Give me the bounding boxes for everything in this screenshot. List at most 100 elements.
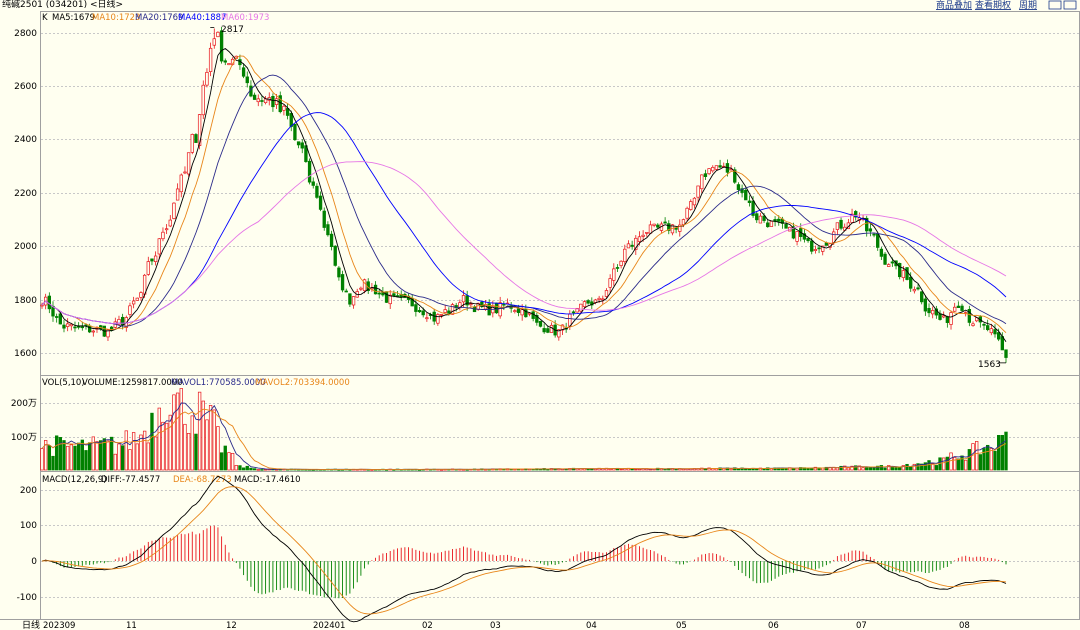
candle-body: [179, 174, 183, 193]
candle-body: [465, 295, 469, 306]
overlay-commodity-link[interactable]: 商品叠加: [936, 0, 972, 11]
panel-frames: [40, 11, 1080, 620]
candle-body: [219, 30, 224, 62]
volume-bar: [238, 465, 242, 471]
candle-body: [718, 165, 722, 168]
volume-bar: [194, 433, 198, 471]
candle-body: [923, 298, 928, 312]
candle-body: [351, 296, 356, 306]
candle-body: [920, 291, 924, 303]
volume-bar: [945, 456, 950, 471]
candle-body: [436, 314, 440, 324]
candle-body: [245, 76, 249, 84]
candle-body: [993, 329, 997, 335]
volume-bar: [234, 465, 238, 471]
volume-bar: [212, 409, 216, 471]
price-tick: 2000: [14, 242, 37, 252]
candle-body: [322, 210, 326, 228]
candle-body: [205, 71, 209, 86]
candle-body: [810, 240, 814, 252]
candle-body: [898, 263, 902, 278]
volume-bar: [62, 440, 66, 471]
candle-body: [289, 113, 293, 127]
candle-body: [58, 313, 62, 325]
volume-bar: [865, 467, 869, 471]
volume-bar: [736, 468, 741, 471]
high-price-label: 2817: [221, 25, 244, 35]
candle-body: [271, 95, 275, 108]
volume-bar: [637, 468, 642, 471]
candle-body: [520, 309, 524, 316]
candle-body: [208, 47, 213, 72]
volume-bar: [861, 467, 865, 471]
volume-bar: [249, 467, 253, 471]
candle-body: [876, 233, 880, 248]
candle-body: [91, 330, 95, 333]
candlesticks: [40, 26, 1008, 363]
diff-value: DIFF:-77.4577: [101, 475, 160, 485]
volume-bar: [967, 449, 972, 471]
candle-body: [568, 313, 572, 327]
candle-body: [439, 314, 444, 316]
dea-value: DEA:-68.7273: [173, 475, 232, 485]
volume-bar: [113, 453, 117, 471]
candle-body: [953, 306, 957, 312]
volume-bar: [799, 467, 803, 471]
ma-line-5: [41, 47, 1007, 343]
volume-bar: [993, 450, 997, 471]
candle-body: [758, 215, 763, 224]
macd-tick: -100: [17, 593, 38, 603]
candle-body: [795, 231, 799, 242]
price-panel-label: K: [42, 13, 48, 23]
candle-body: [216, 31, 220, 38]
candle-body: [135, 297, 139, 301]
view-options-link[interactable]: 查看期权: [975, 0, 1011, 11]
period-link[interactable]: 周期: [1019, 0, 1037, 11]
candle-body: [744, 189, 748, 201]
candle-body: [128, 305, 132, 315]
candle-body: [498, 302, 502, 317]
candle-body: [663, 221, 667, 224]
volume-bar: [219, 452, 224, 471]
dea-line: [41, 486, 1007, 615]
volume-bar: [806, 468, 810, 471]
volume-bar: [102, 438, 106, 471]
volume-bar: [58, 437, 62, 471]
volume-bar: [916, 463, 920, 471]
ma5-value: MA5:1679: [52, 13, 95, 23]
candle-body: [872, 233, 876, 236]
candle-body: [667, 223, 671, 231]
volume-bar: [161, 421, 165, 471]
candle-body: [641, 234, 645, 237]
candle-body: [172, 202, 176, 219]
candle-body: [414, 304, 418, 312]
candle-body: [645, 231, 649, 234]
candle-body: [996, 332, 1001, 340]
candle-body: [392, 293, 396, 297]
volume-bar: [150, 412, 154, 471]
volume-bar: [835, 467, 840, 471]
candle-body: [1004, 349, 1008, 358]
candle-body: [333, 245, 337, 266]
expand-icon[interactable]: [1048, 0, 1077, 10]
candle-body: [73, 326, 77, 329]
volume-bar: [245, 465, 249, 471]
candle-body: [549, 324, 554, 333]
volume-bar: [216, 426, 220, 471]
volume-bar: [982, 448, 986, 471]
volume-bar: [43, 440, 48, 471]
candle-body: [854, 211, 858, 218]
volume-bar: [95, 441, 99, 471]
candle-body: [54, 316, 59, 318]
candle-body: [80, 326, 84, 329]
candle-body: [117, 319, 121, 325]
candle-body: [47, 295, 52, 310]
candle-body: [344, 290, 348, 293]
candle-body: [681, 219, 686, 225]
volume-gridlines: [41, 403, 1079, 438]
volume-bar: [887, 465, 891, 471]
candle-body: [377, 292, 381, 295]
period-label: 日线: [22, 619, 40, 630]
candle-body: [806, 238, 810, 242]
